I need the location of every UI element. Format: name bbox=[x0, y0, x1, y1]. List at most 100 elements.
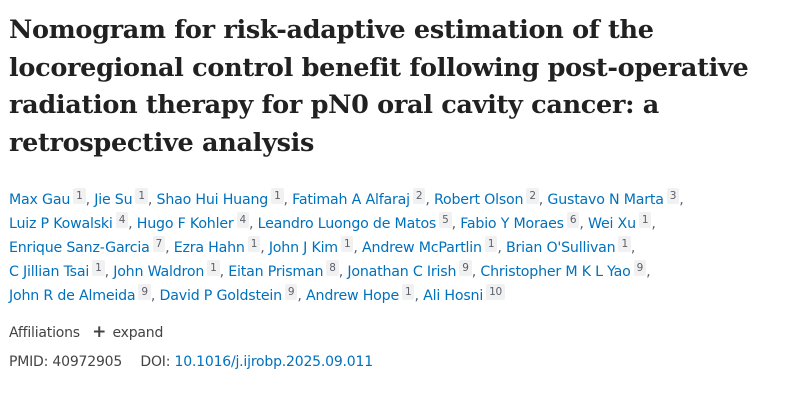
author-link[interactable]: John J Kim bbox=[268, 240, 338, 256]
affiliation-badge[interactable]: 1 bbox=[92, 260, 105, 276]
affiliation-badge[interactable]: 1 bbox=[340, 236, 354, 252]
author-item: Fabio Y Moraes 6, bbox=[460, 212, 588, 232]
author-separator: , bbox=[297, 288, 302, 304]
author-separator: , bbox=[646, 264, 651, 280]
affiliation-badge[interactable]: 10 bbox=[486, 284, 506, 300]
affiliation-badge[interactable]: 1 bbox=[618, 236, 631, 252]
affiliation-badge[interactable]: 3 bbox=[666, 188, 680, 204]
affiliation-badge[interactable]: 1 bbox=[271, 188, 284, 204]
affiliation-badge[interactable]: 8 bbox=[326, 260, 339, 276]
author-item: Ezra Hahn 1, bbox=[173, 236, 269, 256]
author-item: Luiz P Kowalski 4, bbox=[9, 212, 137, 232]
affiliation-badge[interactable]: 9 bbox=[633, 260, 647, 276]
affiliation-badge[interactable]: 1 bbox=[247, 236, 261, 252]
expand-label: expand bbox=[112, 325, 164, 341]
author-link[interactable]: David P Goldstein bbox=[159, 288, 283, 304]
affiliation-badge[interactable]: 1 bbox=[73, 188, 86, 204]
author-item: Robert Olson 2, bbox=[433, 188, 547, 208]
author-link[interactable]: Jie Su bbox=[94, 192, 133, 208]
affiliation-badge[interactable]: 1 bbox=[401, 284, 415, 300]
author-link[interactable]: Andrew McPartlin bbox=[362, 240, 482, 256]
author-item: Christopher M K L Yao 9, bbox=[480, 260, 651, 280]
affiliation-badge[interactable]: 9 bbox=[138, 284, 151, 300]
author-link[interactable]: Eitan Prisman bbox=[228, 264, 324, 280]
author-link[interactable]: Gustavo N Marta bbox=[547, 192, 664, 208]
author-separator: , bbox=[147, 192, 153, 208]
author-link[interactable]: Hugo F Kohler bbox=[136, 216, 234, 232]
article-header: Nomogram for risk-adaptive estimation of… bbox=[9, 12, 789, 372]
author-separator: , bbox=[651, 216, 656, 232]
pmid-value: 40972905 bbox=[52, 354, 123, 370]
author-separator: , bbox=[283, 192, 289, 208]
author-separator: , bbox=[248, 216, 254, 232]
author-item: Andrew Hope 1, bbox=[306, 284, 423, 304]
author-item: Andrew McPartlin 1, bbox=[362, 236, 506, 256]
author-link[interactable]: Robert Olson bbox=[433, 192, 524, 208]
author-link[interactable]: Jonathan C Irish bbox=[347, 264, 457, 280]
author-separator: , bbox=[353, 240, 358, 256]
author-item: Eitan Prisman 8, bbox=[228, 260, 347, 280]
author-separator: , bbox=[425, 192, 430, 208]
author-separator: , bbox=[85, 192, 91, 208]
affiliation-badge[interactable]: 5 bbox=[439, 212, 452, 228]
author-link[interactable]: Christopher M K L Yao bbox=[480, 264, 631, 280]
author-link[interactable]: Ezra Hahn bbox=[173, 240, 245, 256]
affiliation-badge[interactable]: 1 bbox=[638, 212, 652, 228]
identifiers-row: PMID: 40972905 DOI: 10.1016/j.ijrobp.202… bbox=[9, 352, 789, 372]
author-item: C Jillian Tsai 1, bbox=[9, 260, 113, 280]
author-link[interactable]: Luiz P Kowalski bbox=[9, 216, 113, 232]
author-item: Jonathan C Irish 9, bbox=[347, 260, 480, 280]
doi-link[interactable]: 10.1016/j.ijrobp.2025.09.011 bbox=[174, 354, 373, 370]
author-link[interactable]: Enrique Sanz-Garcia bbox=[9, 240, 150, 256]
author-item: David P Goldstein 9, bbox=[159, 284, 307, 304]
affiliation-badge[interactable]: 2 bbox=[526, 188, 539, 204]
author-link[interactable]: Andrew Hope bbox=[306, 288, 399, 304]
author-link[interactable]: Brian O'Sullivan bbox=[505, 240, 616, 256]
affiliation-badge[interactable]: 1 bbox=[207, 260, 220, 276]
author-separator: , bbox=[579, 216, 584, 232]
author-separator: , bbox=[471, 264, 477, 280]
affiliations-label: Affiliations bbox=[9, 325, 80, 341]
author-separator: , bbox=[414, 288, 419, 304]
author-item: John R de Almeida 9, bbox=[9, 284, 160, 304]
author-link[interactable]: Leandro Luongo de Matos bbox=[257, 216, 437, 232]
author-separator: , bbox=[451, 216, 457, 232]
author-link[interactable]: Wei Xu bbox=[587, 216, 636, 232]
affiliation-badge[interactable]: 9 bbox=[284, 284, 298, 300]
doi-label: DOI: bbox=[140, 354, 171, 370]
author-link[interactable]: C Jillian Tsai bbox=[9, 264, 90, 280]
affiliation-badge[interactable]: 2 bbox=[412, 188, 426, 204]
author-item: Jie Su 1, bbox=[94, 188, 156, 208]
affiliation-badge[interactable]: 1 bbox=[484, 236, 498, 252]
author-separator: , bbox=[538, 192, 544, 208]
author-item: John J Kim 1, bbox=[268, 236, 362, 256]
article-title: Nomogram for risk-adaptive estimation of… bbox=[9, 12, 789, 162]
author-link[interactable]: Max Gau bbox=[9, 192, 71, 208]
author-link[interactable]: Fabio Y Moraes bbox=[460, 216, 564, 232]
affiliations-row: Affiliations + expand bbox=[9, 322, 789, 343]
author-link[interactable]: John Waldron bbox=[113, 264, 205, 280]
author-link[interactable]: Ali Hosni bbox=[423, 288, 484, 304]
author-item: Ali Hosni 10 bbox=[423, 284, 506, 304]
title-line: locoregional control benefit following p… bbox=[9, 52, 749, 83]
affiliation-badge[interactable]: 9 bbox=[459, 260, 472, 276]
title-line: retrospective analysis bbox=[9, 127, 315, 158]
plus-icon: + bbox=[92, 322, 107, 342]
affiliation-badge[interactable]: 6 bbox=[566, 212, 580, 228]
author-separator: , bbox=[104, 264, 110, 280]
expand-affiliations-button[interactable]: + expand bbox=[92, 322, 164, 342]
author-item: Shao Hui Huang 1, bbox=[156, 188, 293, 208]
affiliation-badge[interactable]: 4 bbox=[236, 212, 249, 228]
affiliation-badge[interactable]: 1 bbox=[135, 188, 148, 204]
author-link[interactable]: Shao Hui Huang bbox=[156, 192, 269, 208]
author-separator: , bbox=[219, 264, 225, 280]
author-separator: , bbox=[497, 240, 502, 256]
author-link[interactable]: Fatimah A Alfaraj bbox=[292, 192, 410, 208]
affiliation-badge[interactable]: 4 bbox=[115, 212, 129, 228]
author-item: Gustavo N Marta 3, bbox=[547, 188, 684, 208]
author-separator: , bbox=[128, 216, 133, 232]
author-link[interactable]: John R de Almeida bbox=[9, 288, 136, 304]
affiliation-badge[interactable]: 7 bbox=[152, 236, 166, 252]
author-item: Leandro Luongo de Matos 5, bbox=[257, 212, 461, 232]
author-item: John Waldron 1, bbox=[113, 260, 228, 280]
